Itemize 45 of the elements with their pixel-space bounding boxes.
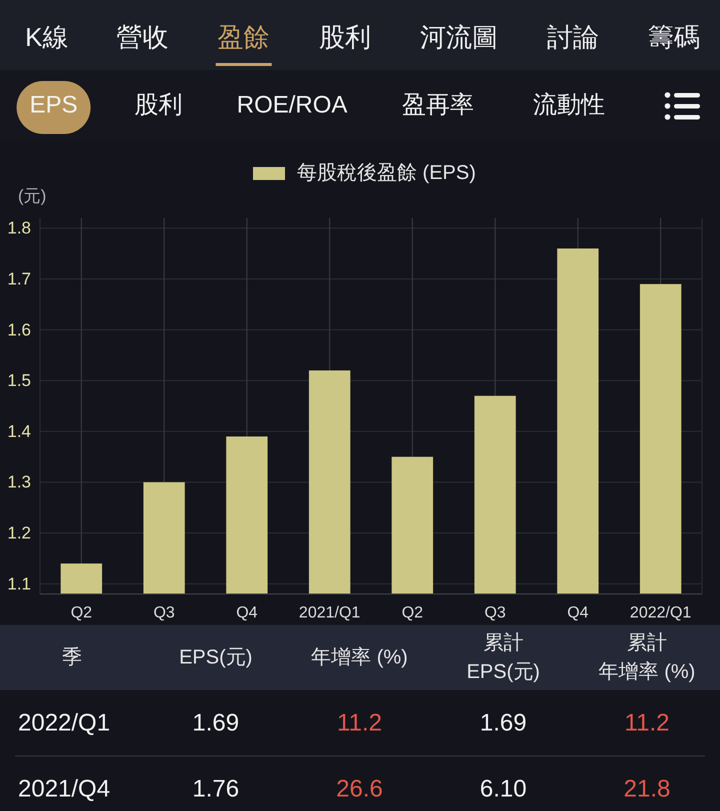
text: 21.8 (624, 776, 670, 802)
category-label: ROE/ROA (236, 92, 348, 118)
x-tick-label: 2022/Q1 (630, 604, 692, 622)
x-tick-label: Q3 (153, 604, 175, 622)
category-label: 營收 (116, 22, 169, 52)
text: 11.2 (337, 710, 382, 736)
y-tick-label: 1.2 (7, 524, 31, 543)
category-label: 籌碼 (648, 22, 700, 52)
x-tick-label: Q4 (236, 604, 258, 622)
text: 11.2 (624, 710, 670, 736)
x-tick-label: Q2 (402, 604, 424, 622)
y-tick-label: 1.3 (7, 472, 31, 492)
x-tick-label: Q3 (484, 604, 506, 622)
category-label: EPS(元) (179, 646, 252, 668)
category-label: 2021/Q4 (18, 776, 110, 802)
text: 季 (62, 646, 82, 668)
x-tick-label: Q2 (70, 604, 92, 622)
text: 26.6 (336, 776, 383, 802)
y-tick-label: 1.5 (7, 371, 31, 390)
category-label: 流動性 (533, 92, 605, 118)
category-label: 累計 EPS(元) (466, 632, 540, 683)
category-label: 盈餘 (218, 22, 270, 52)
category-label: EPS (30, 92, 78, 118)
category-label: 股利 (134, 92, 182, 118)
y-tick-label: 1.8 (7, 218, 31, 238)
category-label: 2022/Q1 (18, 710, 110, 736)
category-label: 討論 (546, 22, 599, 52)
x-tick-label: 2021/Q1 (298, 604, 360, 622)
text: 1.69 (480, 710, 527, 736)
y-axis-title: (元) (18, 186, 46, 206)
category-label: 河流圖 (420, 22, 498, 52)
y-tick-label: 1.7 (7, 269, 31, 288)
category-label: K線 (25, 22, 68, 52)
category-label: 盈再率 (402, 92, 474, 118)
y-tick-label: 1.1 (7, 574, 31, 594)
y-tick-label: 1.6 (7, 320, 31, 340)
text: 1.69 (192, 710, 240, 736)
category-label: 年增率 (%) (311, 646, 408, 668)
legend-label: 每股稅後盈餘 (EPS) (297, 162, 476, 184)
category-label: 股利 (318, 22, 371, 52)
text: 6.10 (480, 776, 527, 802)
text: 1.76 (192, 776, 240, 802)
x-tick-label: Q4 (567, 604, 589, 622)
y-tick-label: 1.4 (7, 422, 31, 441)
category-label: 累計年增率 (%) (598, 632, 696, 683)
